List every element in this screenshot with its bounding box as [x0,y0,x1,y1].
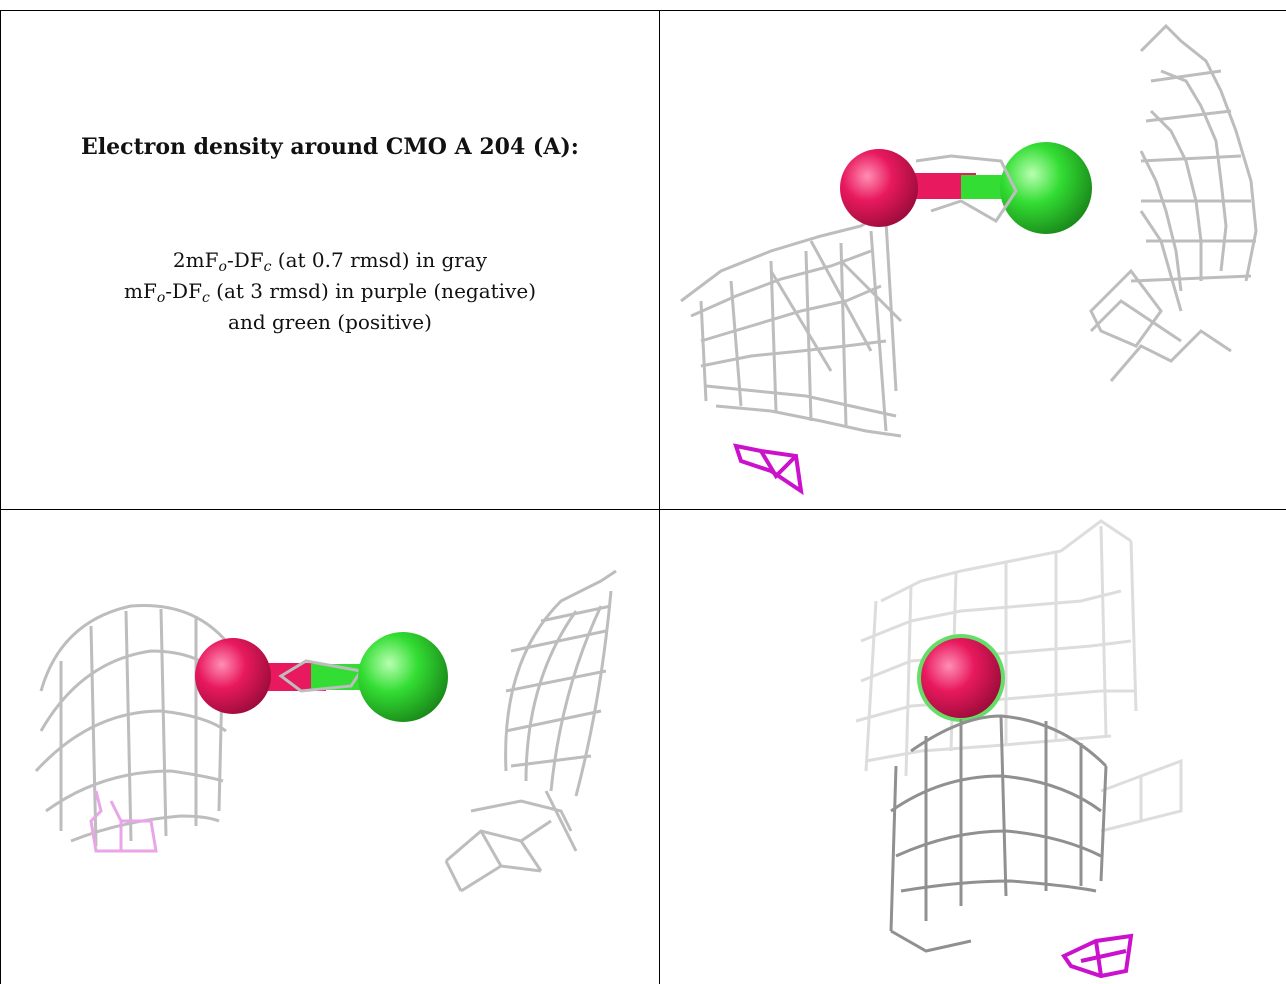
oxygen-atom [921,638,1001,718]
density-view-2-graphic [34,569,617,893]
legend-line-positive: and green (positive) [228,310,432,334]
oxygen-atom [195,638,271,714]
carbon-atom [358,632,448,722]
frame-left [0,10,1,984]
mesh-left-sphere [34,603,228,847]
caption-panel: Electron density around CMO A 204 (A): 2… [1,11,659,509]
legend-line-fo-fc: mFo-DFc (at 3 rmsd) in purple (negative) [124,279,536,306]
legend-line-2fo-fc: 2mFo-DFc (at 0.7 rmsd) in gray [172,248,488,275]
mesh-back-faint [855,519,1183,833]
density-view-3-graphic [855,519,1183,979]
negative-density-faint [89,790,158,853]
mesh-right-leaf [444,569,617,893]
negative-density-blob [1060,933,1134,979]
mesh-front-dark [889,714,1108,953]
oxygen-atom [840,149,918,227]
mesh-left-funnel [680,209,903,438]
co-molecule [195,632,448,722]
density-view-3 [661,511,1286,984]
density-view-1 [661,11,1286,509]
frame-middle-vertical [659,10,660,984]
mesh-right-strand [1089,23,1258,382]
carbon-atom [1000,142,1092,234]
frame-top [0,10,1286,11]
density-view-1-graphic [680,23,1258,496]
co-molecule [840,142,1092,234]
figure-title: Electron density around CMO A 204 (A): [81,134,579,160]
frame-middle-horizontal [0,509,1286,510]
legend-text: 2mFo-DFc (at 0.7 rmsd) in gray mFo-DFc (… [1,245,659,338]
negative-density-blob [733,443,804,496]
oxygen-atom-group [917,634,1005,722]
density-view-2 [1,511,659,984]
